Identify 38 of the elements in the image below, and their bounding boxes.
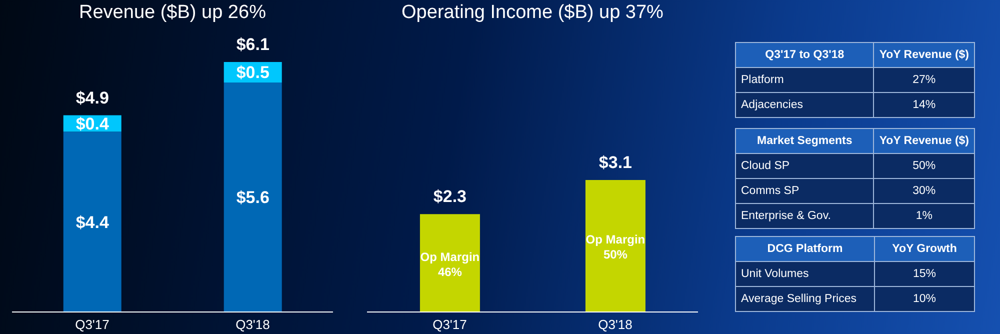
category-label: Average Selling Prices	[736, 286, 874, 312]
total-label: $4.9	[76, 88, 109, 108]
x-tick-label: Q3'17	[75, 317, 110, 332]
text: 50%	[912, 160, 936, 172]
text: 15%	[912, 268, 936, 280]
text: YoY Revenue ($)	[874, 128, 974, 154]
text: DCG Platform	[736, 236, 874, 262]
data-label: $3.1	[598, 153, 632, 172]
data-label: $5.6	[236, 188, 270, 208]
chart-title: Revenue ($B) up 26%	[78, 2, 267, 24]
text: Q3'17 to Q3'18	[736, 42, 874, 68]
x-tick-label: Q3'18	[598, 317, 632, 332]
data-label: $2.3	[433, 187, 467, 206]
x-tick-label: Q3'18	[236, 317, 270, 332]
chart-title: Operating Income ($B) up 37%	[400, 2, 664, 24]
text: 30%	[912, 185, 936, 197]
text: 10%	[912, 293, 936, 305]
category-label: Cloud SP	[736, 154, 874, 178]
text: Market Segments	[736, 128, 874, 154]
text: 27%	[912, 74, 936, 86]
category-label: Platform	[736, 68, 874, 92]
category-label: Comms SP	[736, 178, 874, 204]
data-label: $0.5	[236, 63, 270, 82]
annotation: Op Margin 46%	[420, 250, 480, 280]
text: 1%	[916, 210, 932, 222]
category-label: Enterprise & Gov.	[736, 204, 874, 228]
data-label: $0.4	[76, 114, 110, 134]
text: YoY Growth	[874, 236, 974, 262]
category-label: Adjacencies	[736, 92, 874, 118]
category-label: Unit Volumes	[736, 262, 874, 286]
text: 14%	[912, 99, 936, 111]
annotation: Op Margin 50%	[586, 232, 646, 262]
x-tick-label: Q3'17	[432, 317, 467, 332]
data-label: $4.4	[76, 212, 110, 232]
total-label: $6.1	[236, 35, 270, 54]
bar	[63, 132, 122, 312]
bar	[224, 82, 282, 312]
text: YoY Revenue ($)	[874, 42, 974, 68]
